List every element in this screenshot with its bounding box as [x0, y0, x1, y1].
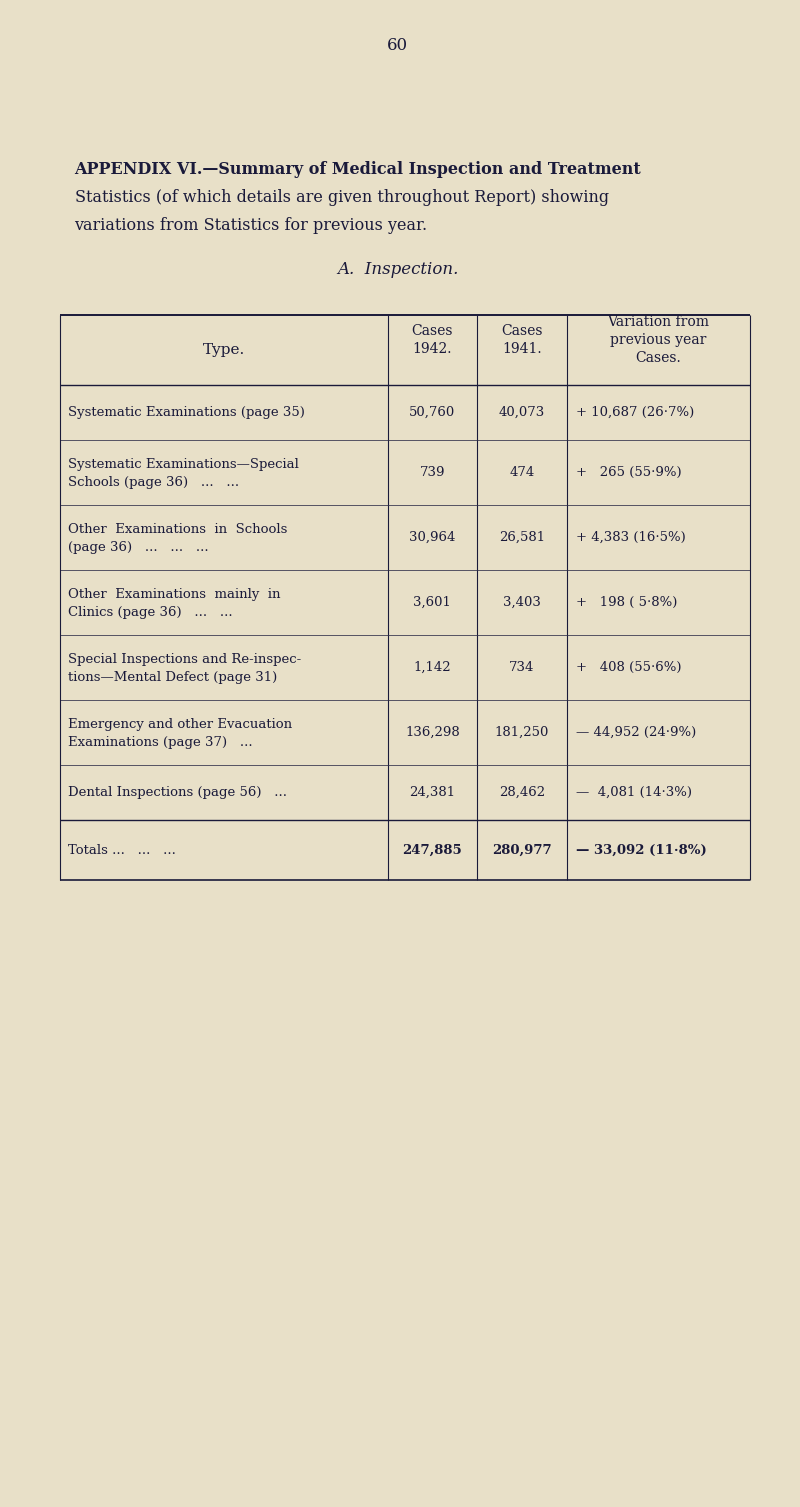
Text: 247,885: 247,885	[402, 844, 462, 856]
Text: Statistics (of which details are given throughout Report) showing: Statistics (of which details are given t…	[74, 190, 609, 206]
Text: + 4,383 (16·5%): + 4,383 (16·5%)	[577, 530, 686, 544]
Text: 280,977: 280,977	[492, 844, 552, 856]
Text: +   265 (55·9%): + 265 (55·9%)	[577, 466, 682, 479]
Text: Variation from
previous year
Cases.: Variation from previous year Cases.	[607, 315, 710, 365]
Text: 50,760: 50,760	[410, 405, 455, 419]
Text: 1,142: 1,142	[414, 662, 451, 674]
Text: 30,964: 30,964	[409, 530, 455, 544]
Text: Other  Examinations  mainly  in: Other Examinations mainly in	[67, 588, 280, 601]
Text: 3,601: 3,601	[414, 595, 451, 609]
Text: Special Inspections and Re-inspec-: Special Inspections and Re-inspec-	[67, 653, 301, 666]
Text: 474: 474	[509, 466, 534, 479]
Text: 136,298: 136,298	[405, 726, 460, 738]
Text: Clinics (page 36)   ...   ...: Clinics (page 36) ... ...	[67, 606, 232, 619]
Text: A.  Inspection.: A. Inspection.	[337, 262, 458, 279]
Text: — 33,092 (11·8%): — 33,092 (11·8%)	[577, 844, 707, 856]
Text: 60: 60	[387, 36, 408, 54]
Text: Systematic Examinations—Special: Systematic Examinations—Special	[67, 458, 298, 472]
Text: —  4,081 (14·3%): — 4,081 (14·3%)	[577, 787, 693, 799]
Text: 3,403: 3,403	[503, 595, 541, 609]
Text: Type.: Type.	[202, 344, 245, 357]
Text: Emergency and other Evacuation: Emergency and other Evacuation	[67, 717, 292, 731]
Text: 26,581: 26,581	[498, 530, 545, 544]
Text: Other  Examinations  in  Schools: Other Examinations in Schools	[67, 523, 287, 536]
Text: +   408 (55·6%): + 408 (55·6%)	[577, 662, 682, 674]
Text: Examinations (page 37)   ...: Examinations (page 37) ...	[67, 735, 252, 749]
Text: APPENDIX VI.—Summary of Medical Inspection and Treatment: APPENDIX VI.—Summary of Medical Inspecti…	[74, 161, 642, 178]
Text: 181,250: 181,250	[494, 726, 549, 738]
Text: Totals ...   ...   ...: Totals ... ... ...	[67, 844, 175, 856]
Text: 40,073: 40,073	[498, 405, 545, 419]
Text: Dental Inspections (page 56)   ...: Dental Inspections (page 56) ...	[67, 787, 286, 799]
Text: Schools (page 36)   ...   ...: Schools (page 36) ... ...	[67, 476, 238, 488]
Text: — 44,952 (24·9%): — 44,952 (24·9%)	[577, 726, 697, 738]
Text: 24,381: 24,381	[410, 787, 455, 799]
Text: (page 36)   ...   ...   ...: (page 36) ... ... ...	[67, 541, 208, 555]
Text: 28,462: 28,462	[498, 787, 545, 799]
Text: +   198 ( 5·8%): + 198 ( 5·8%)	[577, 595, 678, 609]
Text: 734: 734	[509, 662, 534, 674]
Text: Systematic Examinations (page 35): Systematic Examinations (page 35)	[67, 405, 305, 419]
Text: 739: 739	[419, 466, 445, 479]
Text: + 10,687 (26·7%): + 10,687 (26·7%)	[577, 405, 694, 419]
Text: Cases
1942.: Cases 1942.	[411, 324, 453, 356]
Text: Cases
1941.: Cases 1941.	[501, 324, 542, 356]
Text: tions—Mental Defect (page 31): tions—Mental Defect (page 31)	[67, 671, 277, 684]
Text: variations from Statistics for previous year.: variations from Statistics for previous …	[74, 217, 428, 235]
